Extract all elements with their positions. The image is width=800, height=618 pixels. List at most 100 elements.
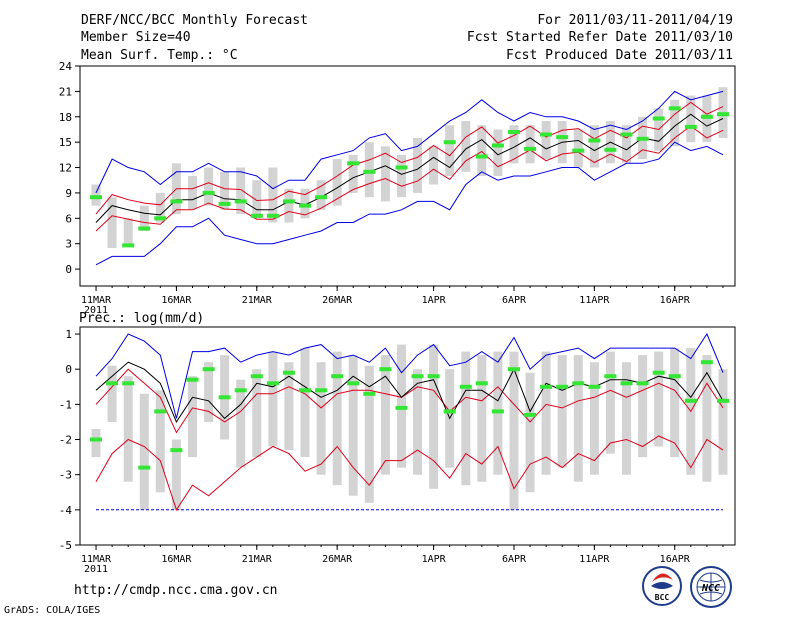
median-marker [556,135,569,140]
source-url: http://cmdp.ncc.cma.gov.cn [74,583,278,598]
median-marker [299,203,311,208]
ensemble-box [525,125,535,164]
median-marker [315,388,328,393]
grads-credit: GrADS: COLA/IGES [4,605,100,616]
ensemble-box [477,355,487,482]
ensemble-box [188,176,197,210]
ensemble-box [188,376,197,458]
median-marker [588,138,601,143]
median-marker [491,409,504,414]
ensemble-box [123,218,133,244]
max-line [95,90,724,194]
median-marker [508,130,520,134]
median-marker [395,405,408,410]
forecast-period: For 2011/03/11-2011/04/19 [537,13,733,28]
ensemble-box [445,125,455,176]
ensemble-box [332,351,342,486]
median-marker [411,374,424,379]
median-marker [282,370,295,375]
median-marker [363,391,376,396]
ensemble-box [155,390,165,493]
median-marker [250,374,263,379]
ensemble-box [622,362,631,475]
y-tick-label: 18 [59,111,72,124]
ensemble-box [509,351,519,510]
y-tick-label: -5 [59,539,72,552]
median-marker [202,367,215,372]
bcc-logo-wave-icon [651,582,673,589]
median-marker [282,199,295,204]
median-marker [90,195,102,200]
ensemble-box [236,379,246,468]
ensemble-box [380,355,390,475]
ensemble-box [622,125,631,164]
y-tick-label: 15 [59,136,72,149]
ensemble-box [123,376,133,482]
median-marker [700,114,713,119]
median-marker [363,169,376,174]
spread-low-line [95,125,724,232]
ensemble-box [316,362,326,475]
median-marker [427,374,440,379]
member-size: Member Size=40 [81,30,191,45]
ensemble-box [702,95,712,143]
y-tick-label: -3 [59,469,72,482]
median-marker [540,132,553,137]
x-tick-label: 11MAR [81,554,112,565]
median-marker [170,448,183,453]
x-tick-label: 16MAR [161,554,192,565]
mean-line [95,361,724,423]
ensemble-box [573,129,583,168]
ensemble-box [204,362,214,422]
ncc-logo-text: NCC [701,583,720,594]
ensemble-box [605,351,615,454]
median-marker [524,146,537,151]
ensemble-box [139,205,149,231]
median-marker [218,201,231,206]
ensemble-box [429,344,439,489]
x-tick-label: 26MAR [322,554,353,565]
median-marker [186,377,199,382]
median-marker [717,112,729,117]
y-tick-label: 0 [65,263,72,276]
median-marker [540,384,553,389]
median-marker [106,381,119,386]
bcc-logo-text: BCC [655,593,670,602]
x-tick-label: 21MAR [242,295,273,306]
median-marker [347,381,360,386]
ensemble-box [252,369,262,458]
median-marker [524,412,537,417]
median-marker [443,409,456,414]
y-tick-label: 24 [59,60,73,73]
median-marker [572,381,585,386]
x-tick-label: 11MAR [81,295,112,306]
median-marker [700,360,713,365]
median-marker [395,165,408,170]
median-marker [443,140,456,145]
ensemble-box [380,146,390,202]
mean-line [95,113,724,223]
ensemble-box [332,159,342,206]
bcc-logo: BCC [642,566,682,606]
median-marker [138,465,151,470]
ncc-logo: NCC [690,566,732,608]
fcst-started-date: Fcst Started Refer Date 2011/03/10 [467,30,733,45]
ensemble-box [413,369,422,475]
ensemble-box [670,99,680,147]
median-marker [491,143,504,148]
spread-high-line [95,368,724,434]
x-tick-label: 21MAR [242,554,273,565]
ensemble-box [477,125,487,176]
median-marker [379,367,392,372]
median-marker [170,199,183,204]
x-tick-label: 6APR [502,295,527,306]
median-marker [684,124,697,129]
ensemble-box [461,121,471,172]
median-marker [234,388,247,393]
ensemble-box [364,365,374,503]
precip-panel-title: Prec.: log(mm/d) [79,311,204,326]
ensemble-box [348,355,358,496]
ensemble-box [139,393,149,510]
ensemble-box [107,197,117,248]
